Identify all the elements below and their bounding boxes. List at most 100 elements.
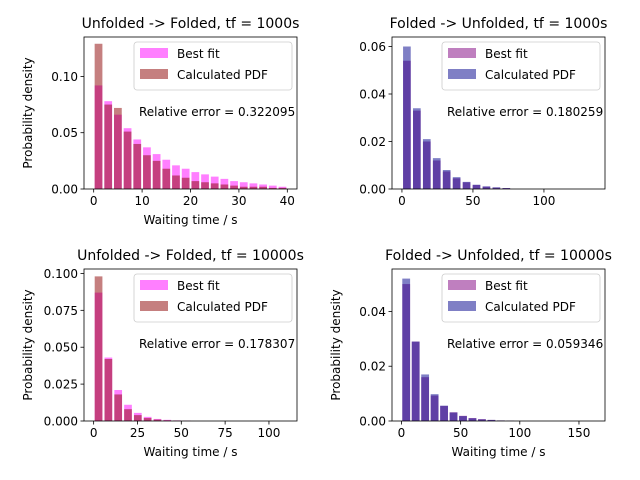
bar-calculated-pdf [104,104,113,189]
bar-calculated-pdf [133,415,142,421]
x-axis-label: Waiting time / s [452,445,546,459]
bar-calculated-pdf [468,418,477,421]
bar-calculated-pdf [143,155,151,189]
y-tick-label: 0.000 [44,415,78,429]
bar-calculated-pdf [268,187,277,189]
legend-swatch [448,48,476,58]
bar-calculated-pdf [133,143,142,189]
x-tick-label: 50 [174,426,189,440]
bar-calculated-pdf [430,394,439,421]
legend: Best fit Calculated PDF [133,273,293,323]
bar-calculated-pdf [181,177,190,189]
bar-calculated-pdf [459,416,467,421]
legend-entry-calculated-pdf: Calculated PDF [485,68,576,82]
relative-error-annotation: Relative error = 0.322095 [139,105,295,119]
x-tick-label: 30 [231,194,246,208]
y-axis-label: Probability density [21,57,35,168]
y-tick-label: 0.06 [359,40,386,54]
legend-swatch [448,301,476,311]
chart-title: Folded -> Unfolded, tf = 10000s [385,248,612,264]
bar-calculated-pdf [191,181,200,189]
legend: Best fit Calculated PDF [441,273,601,323]
bar-calculated-pdf [487,419,496,421]
relative-error-annotation: Relative error = 0.178307 [139,337,295,351]
bar-calculated-pdf [162,168,171,189]
legend-entry-best-fit: Best fit [177,279,220,293]
bar-calculated-pdf [442,170,451,189]
x-tick-label: 100 [532,194,555,208]
bar-calculated-pdf [94,276,103,421]
x-tick-label: 25 [130,426,145,440]
axes-frame [391,268,606,422]
x-tick-label: 75 [217,426,232,440]
bar-calculated-pdf [452,177,461,189]
axes-frame [391,36,606,190]
subplot-3: Unfolded -> Folded, tf = 10000s 0 25 50 75 10… [21,248,304,459]
legend-entry-best-fit: Best fit [177,47,220,61]
legend-swatch [448,69,476,79]
bar-calculated-pdf [411,341,420,421]
bar-calculated-pdf [422,139,431,189]
bar-calculated-pdf [482,186,491,189]
bar-calculated-pdf [278,187,287,189]
legend-entry-best-fit: Best fit [485,47,528,61]
legend-box [441,273,601,323]
y-tick-label: 0.10 [51,70,78,84]
bar-calculated-pdf [502,188,511,189]
bar-calculated-pdf [440,405,448,421]
bar-calculated-pdf [492,187,501,189]
x-tick-label: 100 [257,426,280,440]
bar-calculated-pdf [94,43,103,189]
bar-calculated-pdf [478,419,486,421]
legend-swatch [140,69,168,79]
bar-best-fit [230,181,238,189]
x-tick-label: 150 [568,426,591,440]
bar-calculated-pdf [220,184,229,189]
bar-calculated-pdf [124,409,132,421]
bar-best-fit [191,172,200,189]
y-tick-label: 0.100 [44,267,78,281]
bar-best-fit [201,174,209,189]
legend-entry-calculated-pdf: Calculated PDF [177,300,268,314]
bar-best-fit [249,183,258,189]
bar-best-fit [268,185,277,189]
bar-calculated-pdf [114,394,123,421]
x-axis-label: Waiting time / s [144,213,238,227]
bar-calculated-pdf [104,359,113,421]
bar-calculated-pdf [230,185,238,189]
y-axis-label: Probability density [21,289,35,400]
chart-title: Unfolded -> Folded, tf = 10000s [77,248,304,264]
relative-error-annotation: Relative error = 0.180259 [447,105,603,119]
bar-calculated-pdf [432,158,441,189]
y-tick-label: 0.05 [51,126,78,140]
y-tick-label: 0.025 [44,378,78,392]
legend-entry-best-fit: Best fit [485,279,528,293]
x-tick-label: 0 [90,194,98,208]
legend-entry-calculated-pdf: Calculated PDF [177,68,268,82]
y-tick-label: 0.00 [51,183,78,197]
bar-calculated-pdf [239,186,248,189]
subplot-4: Folded -> Unfolded, tf = 10000s 0 50 100 150… [329,248,612,459]
legend-box [133,273,293,323]
y-tick-label: 0.075 [44,304,78,318]
bar-calculated-pdf [259,186,267,189]
bar-calculated-pdf [153,419,162,421]
legend-entry-calculated-pdf: Calculated PDF [485,300,576,314]
bar-calculated-pdf [413,108,421,189]
bar-calculated-pdf [143,418,152,421]
bar-calculated-pdf [201,182,209,189]
bar-calculated-pdf [462,181,471,189]
bar-best-fit [210,176,219,189]
y-tick-label: 0.04 [359,88,386,102]
bar-calculated-pdf [402,278,411,421]
x-tick-label: 10 [134,194,149,208]
subplot-1: Unfolded -> Folded, tf = 1000s 0 10 20 30 40 0… [21,16,299,227]
x-tick-label: 20 [183,194,198,208]
bar-best-fit [239,182,248,189]
y-tick-label: 0.02 [359,360,386,374]
axes-frame [83,268,298,422]
bar-calculated-pdf [210,183,219,189]
y-tick-label: 0.02 [359,135,386,149]
x-tick-label: 0 [398,194,406,208]
